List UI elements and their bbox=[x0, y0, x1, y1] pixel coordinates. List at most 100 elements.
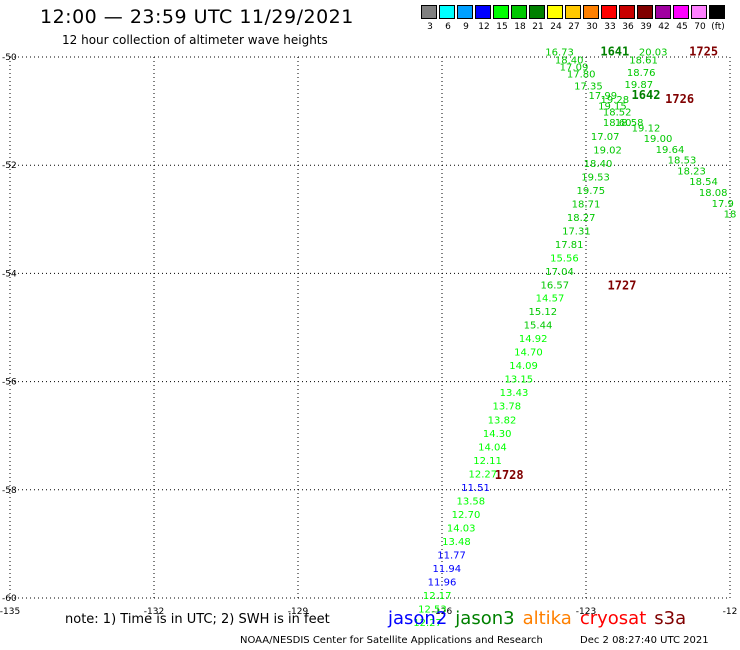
wave-height-point: 12.17 bbox=[423, 591, 452, 602]
scale-label: 6 bbox=[445, 22, 451, 32]
wave-height-point: 13.43 bbox=[500, 388, 529, 399]
wave-height-point: 14.09 bbox=[509, 361, 538, 372]
wave-height-point: 17.35 bbox=[574, 81, 603, 92]
scale-swatch bbox=[583, 5, 599, 19]
wave-height-point: 13.82 bbox=[488, 415, 517, 426]
wave-height-point: 19.00 bbox=[644, 134, 673, 145]
wave-height-point: 17.09 bbox=[560, 63, 589, 74]
wave-height-point: 14.70 bbox=[514, 348, 543, 359]
y-tick-label: -58 bbox=[2, 486, 17, 496]
wave-height-point: 12.70 bbox=[452, 510, 481, 521]
scale-swatch bbox=[637, 5, 653, 19]
wave-height-point: 18.08 bbox=[699, 188, 728, 199]
x-tick-label: -132 bbox=[144, 607, 164, 617]
scale-swatch bbox=[475, 5, 491, 19]
pass-time-label: 1725 bbox=[689, 44, 718, 58]
x-tick-label: -135 bbox=[0, 607, 20, 617]
wave-height-point: 12.11 bbox=[473, 456, 502, 467]
pass-time-label: 1727 bbox=[608, 279, 637, 293]
scale-label: 30 bbox=[586, 22, 598, 32]
scale-label: 39 bbox=[640, 22, 652, 32]
scale-label: 33 bbox=[604, 22, 616, 32]
wave-height-point: 16.57 bbox=[540, 281, 569, 292]
y-tick-label: -52 bbox=[2, 161, 17, 171]
pass-time-label: 1728 bbox=[495, 468, 524, 482]
wave-height-point: 19.87 bbox=[624, 80, 653, 91]
y-tick-label: -56 bbox=[2, 378, 17, 388]
scale-label: 36 bbox=[622, 22, 634, 32]
pass-time-label: 1641 bbox=[600, 44, 629, 58]
wave-height-point: 17.9 bbox=[712, 199, 734, 210]
scale-swatch bbox=[493, 5, 509, 19]
scale-swatch bbox=[601, 5, 617, 19]
scale-label: 45 bbox=[676, 22, 688, 32]
scale-swatch bbox=[709, 5, 725, 19]
scale-swatch bbox=[655, 5, 671, 19]
wave-height-point: 20.03 bbox=[639, 47, 668, 58]
x-tick-label: -126 bbox=[432, 607, 453, 617]
scale-swatch bbox=[511, 5, 527, 19]
wave-height-point: 19.12 bbox=[632, 124, 661, 135]
wave-height-point: 19.53 bbox=[581, 172, 610, 183]
scale-label: 18 bbox=[514, 22, 526, 32]
scale-swatch bbox=[673, 5, 689, 19]
wave-height-point: 18 bbox=[724, 210, 737, 221]
wave-height-point: 18.76 bbox=[627, 68, 656, 79]
wave-height-point: 17.31 bbox=[562, 226, 591, 237]
wave-height-point: 14.57 bbox=[536, 294, 565, 305]
y-tick-label: -54 bbox=[2, 269, 17, 279]
wave-height-point: 14.04 bbox=[478, 442, 507, 453]
wave-height-point: 11.51 bbox=[461, 483, 490, 494]
wave-height-point: 11.77 bbox=[437, 551, 466, 562]
wave-height-point: 15.56 bbox=[550, 253, 579, 264]
wave-height-point: 16.73 bbox=[545, 47, 574, 58]
wave-height-point: 15.12 bbox=[528, 307, 557, 318]
wave-height-point: 13.78 bbox=[492, 402, 521, 413]
y-tick-label: -60 bbox=[2, 594, 17, 604]
satellite-legend-item: cryosat bbox=[579, 608, 647, 629]
wave-height-point: 17.80 bbox=[567, 70, 596, 81]
scale-swatch bbox=[565, 5, 581, 19]
scale-swatch bbox=[529, 5, 545, 19]
tick-label-layer: -135 -132 -129 -126 -123 -12 -50 -52 -54 -56 -58 -6… bbox=[0, 53, 737, 617]
wave-height-point: 19.15 bbox=[598, 101, 627, 112]
scale-label: 21 bbox=[532, 22, 544, 32]
wave-height-point: 18.40 bbox=[555, 55, 584, 66]
wave-height-point: 17.81 bbox=[555, 240, 584, 251]
wave-height-point: 12.27 bbox=[468, 469, 497, 480]
satellite-legend-item: altika bbox=[522, 608, 572, 629]
wave-height-point: 14.30 bbox=[483, 429, 512, 440]
page-subtitle: 12 hour collection of altimeter wave hei… bbox=[62, 33, 328, 47]
scale-swatch bbox=[619, 5, 635, 19]
wave-height-point: 18.23 bbox=[677, 166, 706, 177]
wave-height-point: 18.60 bbox=[603, 118, 632, 129]
grid-layer bbox=[9, 56, 731, 599]
satellite-legend: jason2 jason3 altika cryosat s3a bbox=[388, 608, 694, 629]
wave-height-point: 18.54 bbox=[689, 177, 718, 188]
scale-label: 12 bbox=[478, 22, 490, 32]
wave-height-point: 12.27 bbox=[413, 618, 442, 629]
wave-height-point: 19.64 bbox=[656, 145, 685, 156]
scale-swatch bbox=[547, 5, 563, 19]
x-tick-label: -12 bbox=[723, 607, 738, 617]
scale-label: 24 bbox=[550, 22, 562, 32]
scale-label: 3 bbox=[427, 22, 433, 32]
satellite-legend-item: jason2 bbox=[388, 608, 448, 629]
scale-swatch bbox=[457, 5, 473, 19]
wave-height-point: 13.58 bbox=[456, 496, 485, 507]
scale-label: 70 bbox=[694, 22, 706, 32]
wave-height-point: 17.07 bbox=[591, 132, 620, 143]
wave-height-point: 18.71 bbox=[572, 199, 601, 210]
wave-height-point: 17.04 bbox=[545, 267, 574, 278]
wave-height-point: 17.99 bbox=[588, 91, 617, 102]
wave-height-point: 13.48 bbox=[442, 537, 471, 548]
wave-height-point: 15.44 bbox=[524, 321, 553, 332]
wave-height-point: 18.27 bbox=[567, 213, 596, 224]
wave-height-point: 19.28 bbox=[600, 95, 629, 106]
scale-swatch bbox=[439, 5, 455, 19]
x-tick-label: -123 bbox=[576, 607, 596, 617]
scale-label: 27 bbox=[568, 22, 580, 32]
wave-height-point: 18.52 bbox=[603, 107, 632, 118]
data-point-layer: 16.7318.4017.0917.8017.3517.9919.2819.15… bbox=[413, 47, 736, 629]
